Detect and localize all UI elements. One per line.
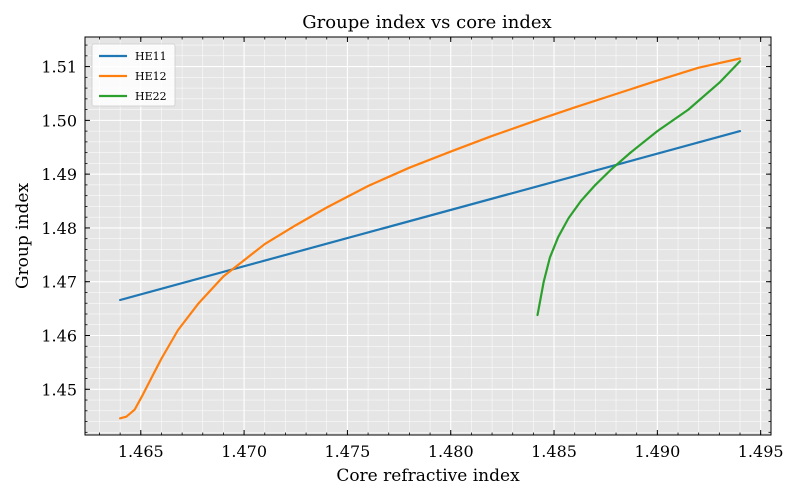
series-line-he12 (119, 57, 742, 420)
legend-label-he11: HE11 (135, 50, 167, 63)
grid (85, 37, 771, 435)
x-tick-label: 1.470 (221, 442, 267, 461)
x-tick-label: 1.475 (325, 442, 371, 461)
y-axis-label: Group index (13, 183, 33, 290)
y-tick-labels: 1.45 1.46 1.47 1.48 1.49 1.50 1.51 (41, 58, 77, 400)
legend-box (91, 43, 176, 107)
legend-label-he22: HE22 (135, 90, 167, 103)
plot-frame (84, 36, 772, 436)
y-tick-label: 1.50 (41, 111, 77, 130)
y-tick-label: 1.51 (41, 58, 77, 77)
ticks (85, 37, 771, 435)
legend: HE11 HE12 HE22 (91, 43, 176, 107)
series-layer (119, 57, 742, 420)
series-line-he22 (536, 60, 742, 317)
chart-title: Groupe index vs core index (302, 12, 551, 33)
y-tick-label: 1.46 (41, 327, 77, 346)
plot-area (85, 37, 771, 435)
x-axis-label: Core refractive index (336, 466, 520, 486)
x-tick-labels: 1.465 1.470 1.475 1.480 1.485 1.490 1.495 (118, 442, 784, 461)
y-tick-label: 1.47 (41, 273, 77, 292)
x-tick-label: 1.490 (634, 442, 680, 461)
y-tick-label: 1.48 (41, 219, 77, 238)
x-tick-label: 1.480 (428, 442, 474, 461)
series-line-he11 (119, 130, 742, 302)
x-tick-label: 1.485 (531, 442, 577, 461)
y-tick-label: 1.45 (41, 380, 77, 399)
x-tick-label: 1.465 (118, 442, 164, 461)
legend-label-he12: HE12 (135, 70, 167, 83)
x-tick-label: 1.495 (738, 442, 784, 461)
y-tick-label: 1.49 (41, 165, 77, 184)
